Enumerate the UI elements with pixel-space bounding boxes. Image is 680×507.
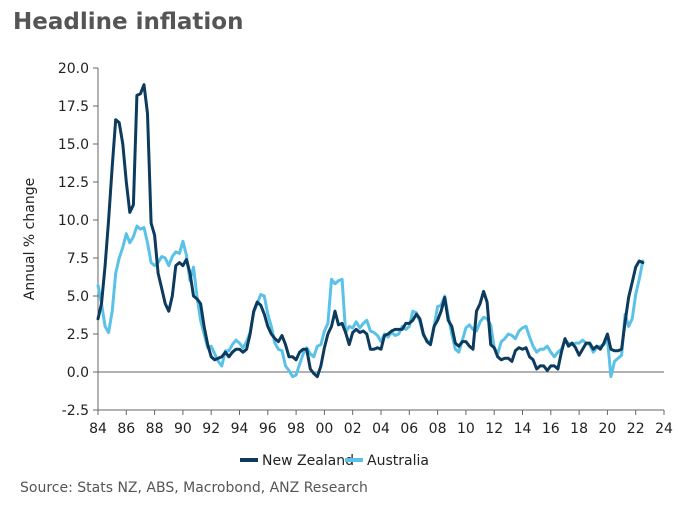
y-tick-label: 15.0	[58, 137, 89, 153]
source-note: Source: Stats NZ, ABS, Macrobond, ANZ Re…	[20, 480, 368, 496]
x-tick-label: 00	[315, 421, 333, 437]
x-tick-label: 90	[174, 421, 192, 437]
y-tick-label: 10.0	[58, 213, 89, 229]
chart-title: Headline inflation	[13, 9, 244, 35]
y-tick-label: 20.0	[58, 61, 89, 77]
x-tick-label: 08	[429, 421, 447, 437]
x-tick-label: 88	[146, 421, 164, 437]
legend: New Zealand Australia	[240, 453, 429, 469]
x-tick-label: 16	[542, 421, 560, 437]
y-axis-label: Annual % change	[22, 178, 38, 300]
y-tick-label: -2.5	[62, 403, 89, 419]
y-tick-label: 7.5	[67, 251, 89, 267]
x-tick-label: 06	[400, 421, 418, 437]
series-line-new-zealand	[96, 83, 645, 379]
x-tick-label: 10	[457, 421, 475, 437]
x-tick-label: 02	[344, 421, 362, 437]
x-tick-label: 86	[117, 421, 135, 437]
legend-label: New Zealand	[262, 453, 354, 469]
x-tick-label: 94	[231, 421, 249, 437]
x-tick-label: 18	[570, 421, 588, 437]
legend-label: Australia	[367, 453, 429, 469]
x-tick-label: 20	[598, 421, 616, 437]
y-tick-label: 17.5	[58, 99, 89, 115]
x-tick-label: 14	[514, 421, 532, 437]
x-tick-label: 24	[655, 421, 673, 437]
series-group	[96, 83, 645, 379]
x-tick-label: 92	[202, 421, 220, 437]
x-tick-label: 98	[287, 421, 305, 437]
y-tick-label: 2.5	[67, 327, 89, 343]
y-tick-label: 12.5	[58, 175, 89, 191]
y-tick-labels: 20.0 17.5 15.0 12.5 10.0 7.5 5.0 2.5 0.0 -2.5	[58, 61, 98, 419]
x-tick-labels: 84 86 88 90 92 94 96 98 00 02 04 06 08 10 12 14 16 18 20 22…	[89, 410, 673, 437]
x-tick-label: 84	[89, 421, 107, 437]
y-tick-label: 5.0	[67, 289, 89, 305]
x-tick-label: 04	[372, 421, 390, 437]
x-tick-label: 96	[259, 421, 277, 437]
x-tick-label: 22	[627, 421, 645, 437]
y-tick-label: 0.0	[67, 365, 89, 381]
x-tick-label: 12	[485, 421, 503, 437]
